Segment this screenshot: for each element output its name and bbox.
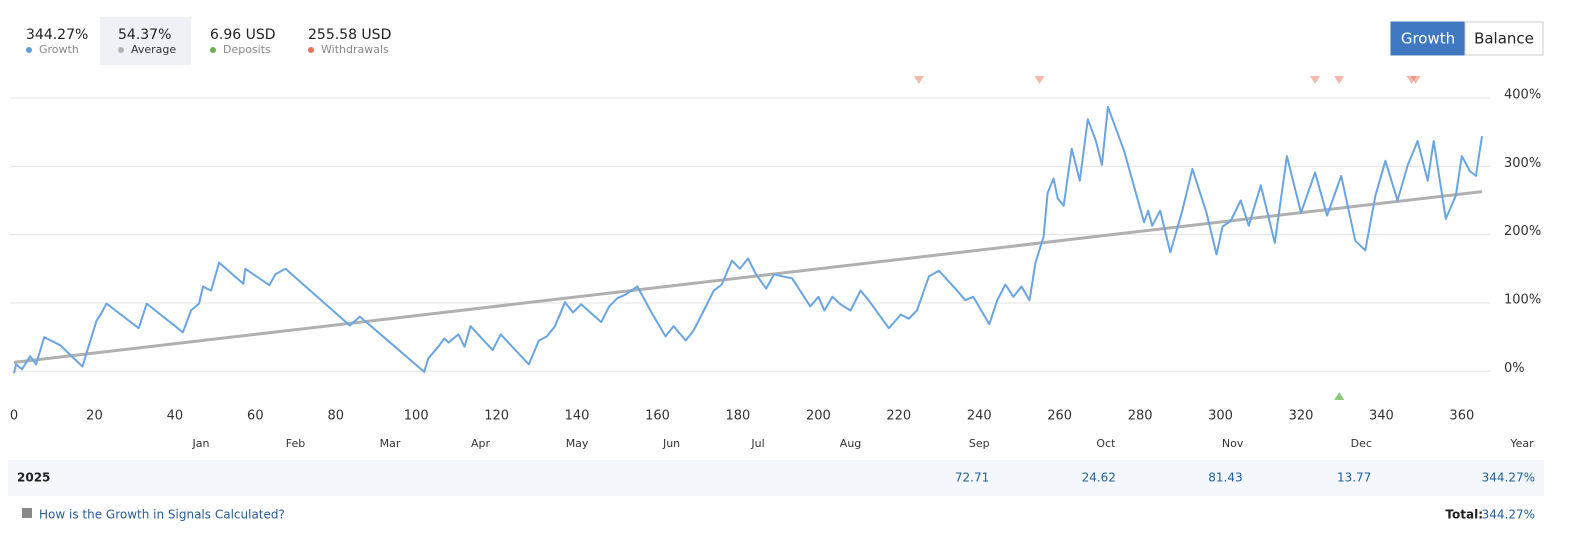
month-label: May <box>566 437 589 450</box>
withdrawal-marker <box>1034 76 1045 84</box>
x-tick-label: 280 <box>1128 409 1153 424</box>
x-tick-label: 160 <box>645 409 670 424</box>
x-tick-label: 0 <box>10 409 18 424</box>
month-label: Apr <box>471 437 491 450</box>
stat-dot <box>26 47 32 53</box>
x-tick-label: 320 <box>1289 409 1314 424</box>
stat-label: Deposits <box>223 43 271 56</box>
month-label: Oct <box>1096 437 1116 450</box>
month-label: Mar <box>380 437 401 450</box>
month-label: Jun <box>662 437 680 450</box>
x-tick-label: 260 <box>1047 409 1072 424</box>
deposit-marker <box>1334 392 1345 400</box>
month-value: 13.77 <box>1337 471 1371 485</box>
month-label: Jul <box>750 437 764 450</box>
x-tick-label: 60 <box>247 409 264 424</box>
y-tick-label: 200% <box>1504 224 1541 239</box>
tab-label[interactable]: Growth <box>1401 30 1455 48</box>
total-value: 344.27% <box>1482 508 1535 522</box>
year-total: 344.27% <box>1482 471 1535 485</box>
month-label: Feb <box>286 437 305 450</box>
x-tick-label: 180 <box>726 409 751 424</box>
x-tick-label: 220 <box>886 409 911 424</box>
stat-highlight <box>100 17 191 65</box>
withdrawal-marker <box>913 76 924 84</box>
tab-label[interactable]: Balance <box>1474 30 1534 48</box>
x-tick-label: 340 <box>1369 409 1394 424</box>
y-tick-label: 400% <box>1504 88 1541 103</box>
month-label: Jan <box>192 437 210 450</box>
stat-label: Withdrawals <box>321 43 389 56</box>
month-value: 72.71 <box>955 471 989 485</box>
series-line <box>13 105 1483 374</box>
stat-value: 255.58 USD <box>308 27 391 43</box>
tab-button[interactable] <box>1390 21 1466 56</box>
year-label: 2025 <box>17 471 50 485</box>
x-tick-label: 20 <box>86 409 103 424</box>
y-tick-label: 0% <box>1504 361 1525 376</box>
x-tick-label: 80 <box>327 409 344 424</box>
x-tick-label: 200 <box>806 409 831 424</box>
y-tick-label: 300% <box>1504 156 1541 171</box>
stat-label: Average <box>131 43 176 56</box>
x-tick-label: 120 <box>484 409 509 424</box>
x-tick-label: 360 <box>1449 409 1474 424</box>
month-value: 24.62 <box>1082 471 1116 485</box>
stat-label: Growth <box>39 43 79 56</box>
month-label: Aug <box>840 437 861 450</box>
month-value: 81.43 <box>1208 471 1242 485</box>
stat-value: 54.37% <box>118 27 171 43</box>
month-label: Nov <box>1222 437 1244 450</box>
x-tick-label: 40 <box>167 409 184 424</box>
withdrawal-marker <box>1310 76 1321 84</box>
stat-value: 6.96 USD <box>210 27 276 43</box>
month-label: Sep <box>969 437 990 450</box>
x-tick-label: 140 <box>565 409 590 424</box>
help-icon <box>22 508 32 518</box>
y-tick-label: 100% <box>1504 292 1541 307</box>
help-link[interactable]: How is the Growth in Signals Calculated? <box>39 508 285 522</box>
stat-dot <box>118 47 124 53</box>
month-label: Dec <box>1351 437 1372 450</box>
series-line <box>13 190 1483 364</box>
year-row-bg <box>8 460 1544 496</box>
x-tick-label: 240 <box>967 409 992 424</box>
withdrawal-marker <box>1334 76 1345 84</box>
stat-value: 344.27% <box>26 27 88 43</box>
x-tick-label: 300 <box>1208 409 1233 424</box>
stat-dot <box>210 47 216 53</box>
tab-button[interactable] <box>1464 21 1544 56</box>
stat-dot <box>308 47 314 53</box>
withdrawal-marker <box>1410 76 1421 84</box>
year-column-header: Year <box>1509 437 1534 450</box>
total-label: Total: <box>1445 508 1483 522</box>
x-tick-label: 100 <box>404 409 429 424</box>
